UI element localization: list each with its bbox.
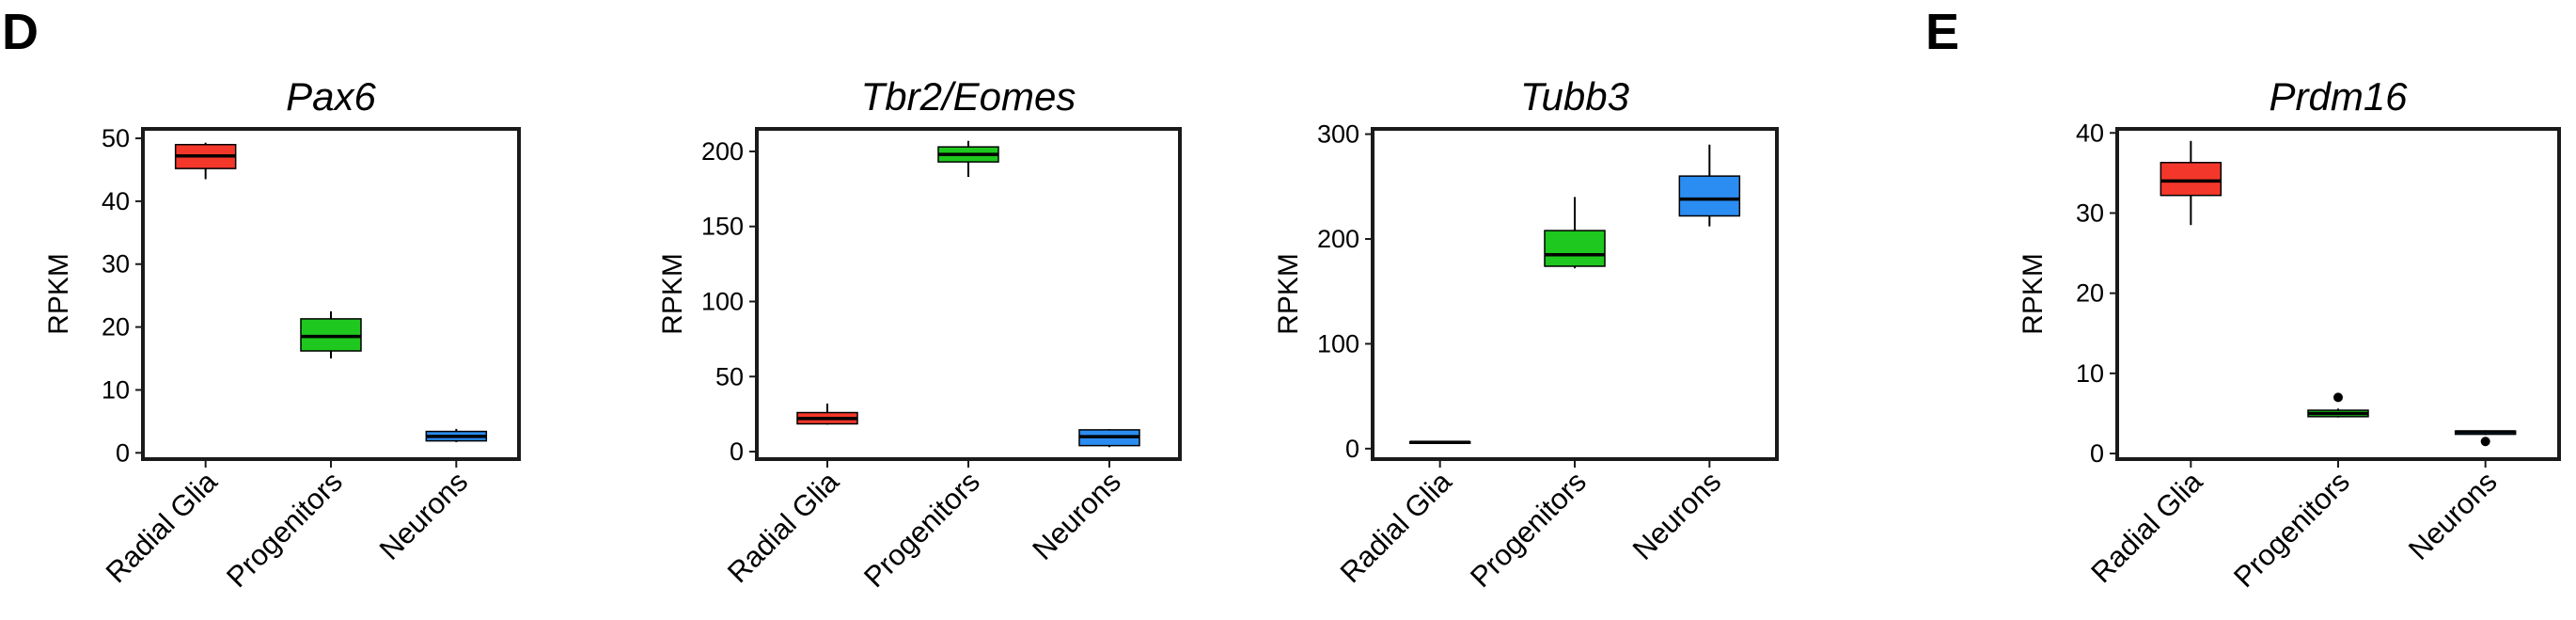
box-progenitors	[937, 140, 999, 178]
y-tick-label: 0	[116, 438, 130, 467]
box-radial-glia	[2160, 140, 2223, 226]
x-tick-label: Neurons	[2402, 465, 2504, 566]
chart-title: Tbr2/Eomes	[861, 74, 1076, 119]
chart-3: Prdm16 RPKM 0 10 20 30 40 Radial Glia Progenitor…	[2018, 74, 2561, 594]
x-tick-label: Progenitors	[220, 465, 349, 594]
plot-frame	[755, 127, 1182, 461]
y-tick-label: 100	[701, 287, 744, 315]
chart-title: Tubb3	[1520, 74, 1629, 119]
y-tick-label: 30	[102, 250, 130, 278]
y-axis-label: RPKM	[2018, 253, 2049, 335]
y-tick-label: 20	[102, 313, 130, 342]
y-axis-label: RPKM	[657, 253, 688, 335]
y-tick-label: 40	[102, 187, 130, 215]
box-neurons	[425, 428, 488, 442]
y-tick-label: 200	[701, 137, 744, 166]
box-neurons	[1678, 144, 1741, 227]
box-neurons	[1078, 429, 1140, 448]
y-axis-label: RPKM	[43, 253, 74, 335]
x-tick-label: Progenitors	[857, 465, 986, 594]
box-radial-glia	[1408, 440, 1471, 444]
x-tick-label: Radial Glia	[721, 465, 846, 590]
plot-frame	[2115, 127, 2561, 461]
box-body	[1678, 175, 1741, 217]
chart-1: Tbr2/Eomes RPKM 0 50 100 150 200 Radial Glia Pro…	[657, 74, 1182, 594]
y-tick-label: 40	[2076, 119, 2104, 147]
y-tick-label: 300	[1317, 120, 1359, 149]
box-radial-glia	[174, 142, 237, 180]
plot-frame	[141, 127, 521, 461]
chart-title: Pax6	[286, 74, 376, 119]
y-tick-label: 0	[2090, 439, 2104, 468]
x-tick-label: Radial Glia	[100, 465, 225, 590]
panel-label-d: D	[2, 4, 39, 60]
x-tick-label: Progenitors	[1464, 465, 1593, 594]
box-radial-glia	[796, 403, 858, 425]
box-progenitors	[300, 310, 362, 359]
y-tick-label: 20	[2076, 279, 2104, 308]
box-neurons	[2454, 430, 2517, 447]
y-tick-label: 50	[715, 362, 744, 390]
box-progenitors	[2307, 392, 2369, 418]
y-tick-label: 150	[701, 213, 744, 241]
x-tick-label: Radial Glia	[2084, 465, 2209, 590]
y-tick-label: 100	[1317, 329, 1359, 358]
plot-frame	[1371, 127, 1779, 461]
panel-label-e: E	[1925, 4, 1959, 60]
y-tick-label: 30	[2076, 199, 2104, 227]
x-tick-label: Radial Glia	[1334, 465, 1459, 590]
y-tick-label: 0	[730, 437, 744, 466]
x-tick-label: Progenitors	[2227, 465, 2356, 594]
x-tick-label: Neurons	[1626, 465, 1728, 566]
box-body	[2160, 162, 2223, 197]
chart-0: Pax6 RPKM 0 10 20 30 40 50 Radial GliaProgenitor…	[43, 74, 521, 594]
y-tick-label: 10	[2076, 359, 2104, 388]
box-body	[1544, 230, 1606, 267]
y-tick-label: 200	[1317, 225, 1359, 253]
chart-2: Tubb3 RPKM 0 100 200 300 Radial Glia Progenitor…	[1273, 74, 1779, 594]
chart-title: Prdm16	[2269, 74, 2408, 119]
y-tick-label: 0	[1345, 435, 1359, 463]
x-tick-label: Neurons	[373, 465, 475, 566]
y-tick-label: 50	[102, 124, 130, 152]
outlier-point	[2480, 437, 2490, 447]
y-axis-label: RPKM	[1273, 253, 1304, 335]
x-tick-label: Neurons	[1026, 465, 1127, 566]
box-progenitors	[1544, 197, 1606, 269]
outlier-point	[2333, 392, 2343, 403]
y-tick-label: 10	[102, 375, 130, 404]
